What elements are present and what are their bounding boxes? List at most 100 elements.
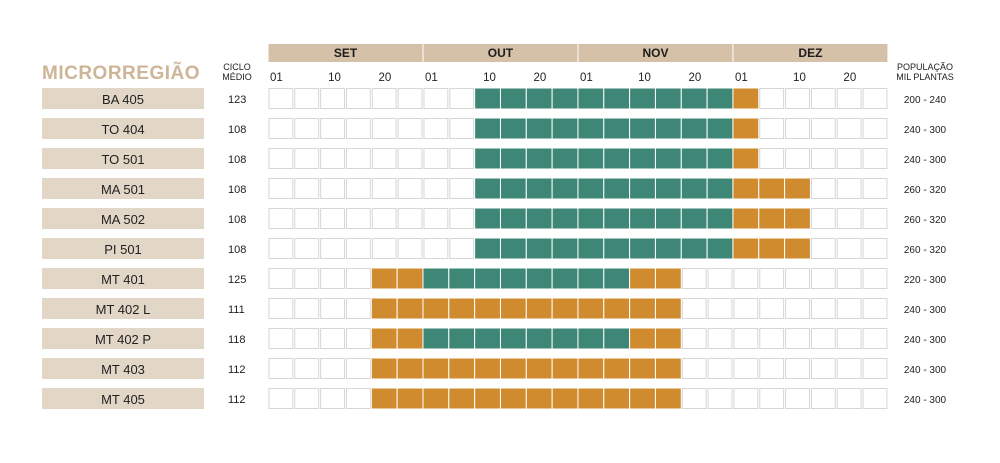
cell-empty (785, 118, 810, 139)
cell-empty (294, 148, 320, 169)
populacao-value: 200 - 240 (904, 95, 947, 106)
tick-label: 10 (483, 72, 496, 84)
cell-empty (862, 118, 888, 139)
cell-empty (320, 268, 345, 289)
cell-green (499, 147, 527, 170)
cell-green (577, 267, 605, 290)
cell-empty (810, 238, 836, 259)
cell-green (551, 147, 579, 170)
cell-empty (810, 268, 836, 289)
tick-label: 20 (688, 72, 701, 84)
cell-green (474, 327, 501, 350)
cell-orange (629, 327, 656, 350)
cell-empty (862, 268, 888, 289)
cell-empty (785, 88, 810, 109)
ciclo-value: 112 (228, 364, 246, 376)
cell-empty (294, 118, 320, 139)
cell-empty (707, 298, 733, 319)
region-label-bg (42, 358, 204, 379)
cell-green (525, 177, 553, 200)
cell-empty (785, 358, 810, 379)
month-header-set (268, 44, 423, 62)
month-header-dez (733, 44, 888, 62)
cell-empty (836, 358, 862, 379)
cell-empty (785, 388, 810, 409)
populacao-header-line1: POPULAÇÃO (897, 62, 953, 72)
cell-green (499, 87, 527, 110)
cell-green (654, 177, 682, 200)
cell-empty (423, 148, 449, 169)
cell-green (603, 177, 631, 200)
tick-label: 20 (533, 72, 546, 84)
ciclo-value: 108 (228, 244, 246, 256)
cell-orange (551, 387, 579, 410)
cell-green (680, 237, 708, 260)
cell-green (706, 147, 734, 170)
cell-empty (810, 298, 836, 319)
cell-orange (396, 267, 424, 290)
cell-empty (397, 178, 423, 199)
cell-orange (758, 177, 786, 200)
cell-empty (836, 238, 862, 259)
cell-green (525, 117, 553, 140)
cell-empty (862, 238, 888, 259)
tick-label: 01 (425, 72, 438, 84)
cell-empty (320, 358, 345, 379)
cell-green (629, 147, 656, 170)
cell-empty (345, 298, 371, 319)
ciclo-value: 108 (228, 154, 246, 166)
cell-orange (654, 357, 682, 380)
table-row: MT 402 P 118 240 - 300 (42, 327, 947, 350)
cell-green (551, 87, 579, 110)
cell-empty (320, 208, 345, 229)
cell-empty (294, 328, 320, 349)
cell-empty (707, 388, 733, 409)
cell-empty (294, 358, 320, 379)
cell-green (499, 177, 527, 200)
cell-orange (732, 207, 760, 230)
cell-orange (732, 147, 760, 170)
cell-green (680, 147, 708, 170)
ciclo-value: 118 (228, 334, 246, 346)
cell-orange (448, 387, 476, 410)
cell-green (448, 327, 476, 350)
cell-empty (862, 358, 888, 379)
cell-green (551, 237, 579, 260)
cell-orange (654, 297, 682, 320)
chart-title: MICRORREGIÃO (42, 62, 200, 84)
cell-empty (836, 88, 862, 109)
populacao-value: 260 - 320 (904, 215, 947, 226)
cell-orange (396, 387, 424, 410)
cell-green (474, 177, 501, 200)
tick-label: 01 (580, 72, 593, 84)
cell-orange (499, 387, 527, 410)
cell-orange (499, 357, 527, 380)
cell-empty (345, 328, 371, 349)
month-label-dez: DEZ (798, 46, 822, 60)
cell-green (499, 237, 527, 260)
cell-empty (345, 178, 371, 199)
region-label-bg (42, 268, 204, 289)
table-row: MT 402 L 111 240 - 300 (42, 297, 947, 320)
cell-empty (810, 388, 836, 409)
cell-empty (423, 118, 449, 139)
cell-orange (370, 267, 398, 290)
cell-empty (785, 268, 810, 289)
cell-green (706, 207, 734, 230)
cell-green (551, 327, 579, 350)
cell-empty (268, 238, 294, 259)
cell-empty (294, 88, 320, 109)
cell-orange (370, 387, 398, 410)
cell-empty (681, 358, 707, 379)
cell-green (654, 207, 682, 230)
cell-orange (577, 297, 605, 320)
cell-orange (603, 387, 631, 410)
cell-empty (836, 148, 862, 169)
cell-orange (629, 297, 656, 320)
cell-green (525, 267, 553, 290)
ciclo-value: 123 (228, 94, 246, 106)
region-label-bg (42, 118, 204, 139)
cell-empty (268, 178, 294, 199)
ciclo-header-line2: MÉDIO (222, 72, 252, 82)
cell-green (499, 327, 527, 350)
